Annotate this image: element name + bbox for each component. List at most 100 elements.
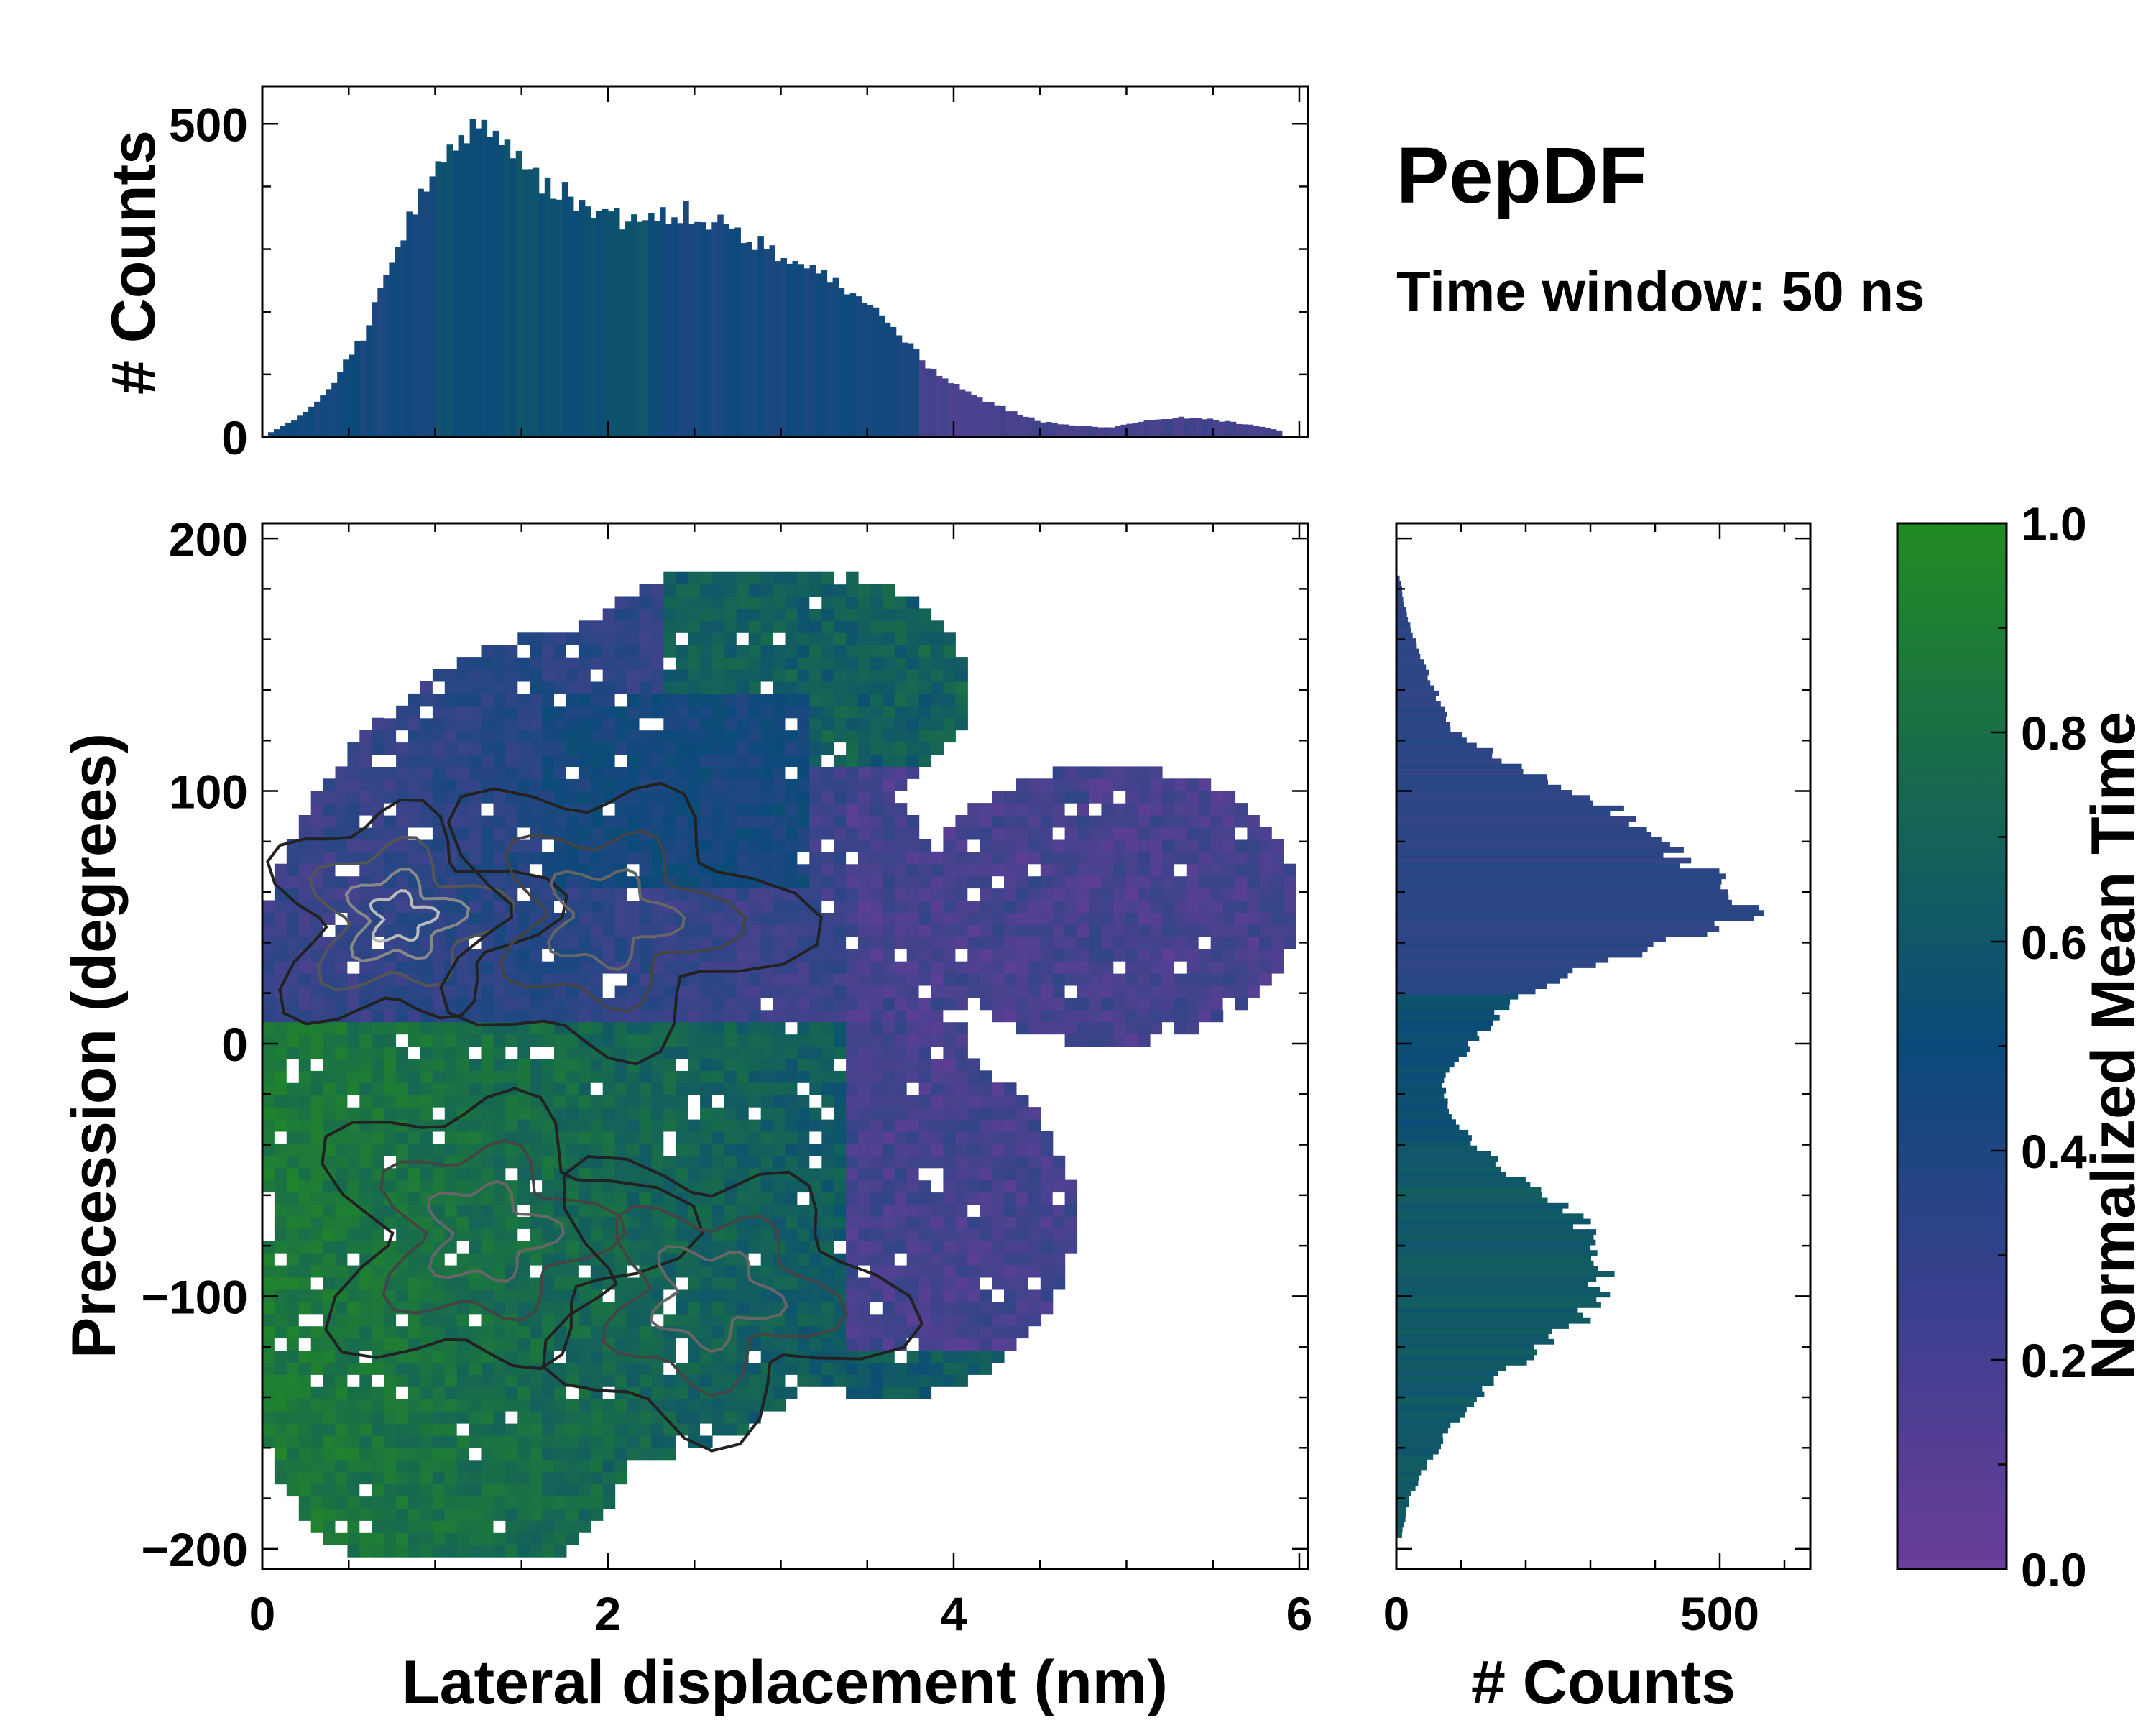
heatmap-cell — [420, 1532, 433, 1545]
heatmap-cell — [639, 1338, 652, 1351]
heatmap-cell — [542, 1179, 555, 1193]
heatmap-cell — [310, 1131, 324, 1144]
heatmap-cell — [967, 1179, 980, 1193]
heatmap-cell — [627, 924, 640, 937]
heatmap-cell — [554, 645, 567, 658]
heatmap-cell — [1186, 1009, 1199, 1023]
heatmap-cell — [481, 839, 494, 852]
heatmap-cell — [505, 1386, 518, 1399]
heatmap-cell — [444, 1277, 458, 1290]
heatmap-cell — [493, 1338, 506, 1351]
heatmap-cell — [834, 645, 847, 658]
heatmap-cell — [359, 1082, 372, 1095]
heatmap-cell — [882, 608, 895, 621]
heatmap-cell — [566, 681, 579, 694]
heatmap-cell — [396, 1009, 409, 1023]
heatmap-cell — [602, 1399, 616, 1412]
heatmap-cell — [432, 851, 446, 865]
heatmap-cell — [1004, 1241, 1017, 1254]
heatmap-cell — [359, 1423, 372, 1436]
heatmap-cell — [627, 961, 640, 974]
heatmap-cell — [408, 863, 421, 877]
heatmap-cell — [846, 717, 859, 731]
heatmap-cell — [712, 1313, 725, 1327]
heatmap-cell — [846, 851, 859, 865]
heatmap-cell — [456, 1241, 470, 1254]
heatmap-cell — [773, 1131, 786, 1144]
heatmap-cell — [590, 1021, 604, 1035]
heatmap-cell — [785, 1143, 798, 1156]
heatmap-cell — [809, 754, 822, 767]
heatmap-cell — [760, 851, 774, 865]
heatmap-cell — [931, 1143, 944, 1156]
heatmap-cell — [505, 827, 518, 840]
heatmap-cell — [1198, 803, 1212, 816]
heatmap-cell — [760, 997, 774, 1011]
heatmap-cell — [384, 1228, 397, 1241]
heatmap-cell — [1125, 937, 1138, 949]
heatmap-cell — [505, 717, 518, 731]
heatmap-cell — [700, 1082, 713, 1095]
heatmap-cell — [821, 681, 834, 694]
heatmap-cell — [602, 1095, 616, 1108]
heatmap-cell — [918, 1338, 932, 1351]
heatmap-cell — [566, 815, 579, 828]
heatmap-cell — [469, 1204, 482, 1217]
heatmap-cell — [809, 1021, 822, 1035]
heatmap-cell — [688, 973, 701, 986]
heatmap-cell — [323, 1532, 336, 1545]
heatmap-cell — [1174, 924, 1187, 937]
heatmap-cell — [347, 1241, 360, 1254]
top-histogram-bar — [1057, 424, 1064, 437]
heatmap-cell — [408, 1532, 421, 1545]
heatmap-cell — [517, 1253, 530, 1266]
heatmap-cell — [821, 1058, 834, 1071]
top-histogram-bar — [648, 213, 655, 437]
heatmap-cell — [310, 1447, 324, 1460]
right-histogram-bar — [1396, 1501, 1409, 1507]
heatmap-cell — [1150, 851, 1163, 865]
heatmap-cell — [712, 730, 725, 743]
heatmap-cell — [323, 1496, 336, 1509]
heatmap-cell — [651, 851, 664, 865]
top-histogram-bar — [642, 220, 649, 437]
top-histogram-bar — [746, 242, 752, 437]
heatmap-cell — [335, 961, 348, 974]
heatmap-cell — [821, 705, 834, 719]
heatmap-cell — [870, 1095, 883, 1108]
heatmap-cell — [517, 1301, 530, 1315]
heatmap-cell — [1235, 997, 1248, 1011]
heatmap-cell — [639, 875, 652, 889]
right-histogram-bar — [1396, 1490, 1411, 1496]
heatmap-cell — [918, 645, 932, 658]
heatmap-cell — [785, 632, 798, 645]
top-histogram-bar — [803, 268, 811, 437]
heatmap-cell — [372, 1435, 384, 1448]
heatmap-cell — [1162, 900, 1175, 913]
heatmap-cell — [663, 632, 676, 645]
heatmap-cell — [809, 1155, 822, 1169]
heatmap-cell — [882, 875, 895, 889]
heatmap-cell — [396, 1386, 409, 1399]
heatmap-cell — [834, 1277, 847, 1290]
heatmap-cell — [651, 1082, 664, 1095]
heatmap-cell — [323, 1021, 336, 1035]
heatmap-cell — [882, 1338, 895, 1351]
heatmap-cell — [1101, 997, 1114, 1011]
heatmap-cell — [809, 705, 822, 719]
heatmap-cell — [1004, 851, 1017, 865]
heatmap-cell — [797, 815, 810, 828]
heatmap-cell — [542, 1155, 555, 1169]
heatmap-cell — [1028, 1009, 1041, 1023]
heatmap-cell — [700, 1155, 713, 1169]
heatmap-cell — [1235, 803, 1248, 816]
heatmap-cell — [894, 705, 908, 719]
heatmap-cell — [384, 1508, 397, 1521]
heatmap-cell — [943, 949, 956, 962]
heatmap-cell — [542, 1289, 555, 1302]
heatmap-cell — [700, 1058, 713, 1071]
heatmap-cell — [651, 669, 664, 682]
heatmap-cell — [663, 997, 676, 1011]
heatmap-cell — [432, 693, 446, 707]
heatmap-cell — [517, 1228, 530, 1241]
